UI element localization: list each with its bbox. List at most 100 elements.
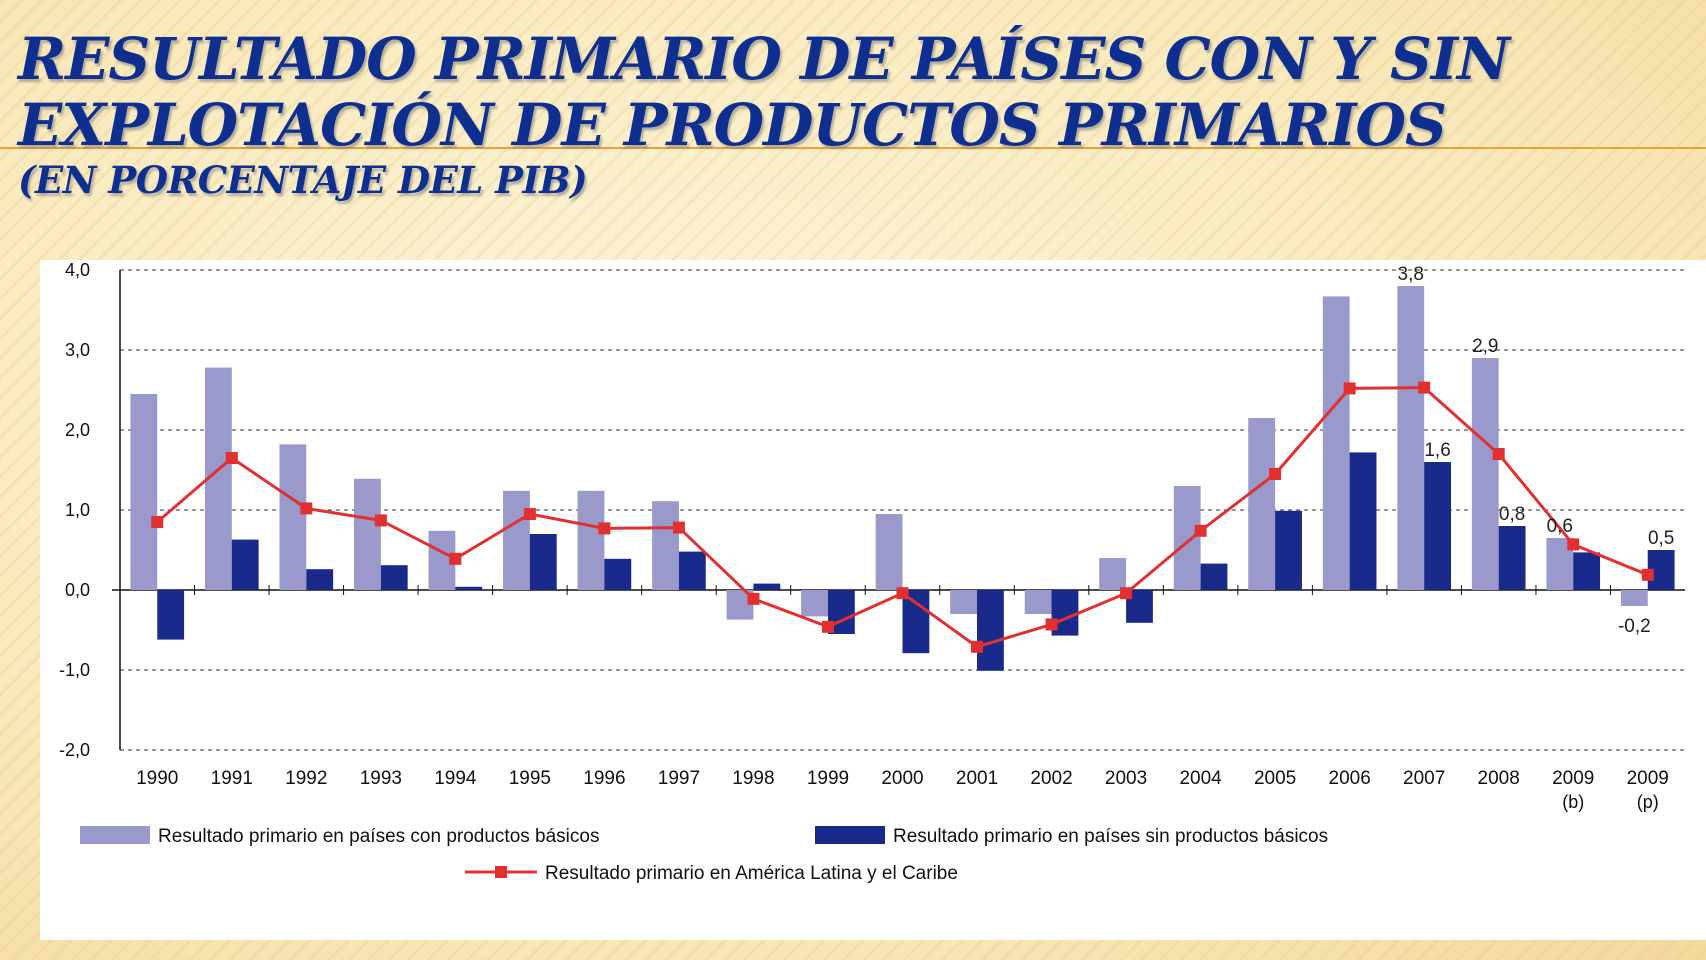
bar-without-commodities	[1349, 452, 1377, 590]
y-tick-label: 2,0	[65, 420, 90, 440]
data-label: 0,8	[1499, 504, 1525, 525]
bar-with-commodities	[577, 490, 605, 590]
x-tick-label: 1993	[360, 768, 402, 789]
bar-with-commodities	[1471, 358, 1499, 590]
bar-with-commodities	[1024, 590, 1052, 614]
data-label: 0,6	[1547, 516, 1573, 537]
data-label: 3,8	[1398, 264, 1424, 285]
data-label: 1,6	[1424, 440, 1450, 461]
legend-swatch-with-commodities	[80, 826, 150, 844]
bar-without-commodities	[977, 590, 1004, 671]
x-tick-label: 2007	[1403, 768, 1445, 789]
line-point-marker	[896, 587, 909, 600]
bar-without-commodities	[529, 534, 557, 590]
bar-without-commodities	[604, 558, 632, 590]
bar-without-commodities	[1424, 462, 1451, 590]
bar-with-commodities	[652, 501, 679, 590]
bar-with-commodities	[950, 590, 978, 614]
x-tick-label: 1999	[807, 768, 849, 789]
data-label: 0,5	[1648, 528, 1674, 549]
x-tick-label: 1998	[732, 768, 774, 789]
line-point-marker	[225, 452, 238, 464]
legend-marker-latin-america	[495, 866, 507, 878]
x-tick-label: 2001	[956, 768, 998, 789]
x-tick-label: 2008	[1478, 768, 1520, 789]
x-tick-label: 2009	[1552, 768, 1594, 789]
x-tick-label: 1995	[509, 768, 551, 789]
bar-with-commodities	[503, 490, 530, 590]
slide-title-line-2: explotación de productos primarios	[18, 91, 1447, 159]
line-point-marker	[1641, 568, 1654, 581]
bar-without-commodities	[1200, 563, 1228, 590]
x-tick-label: 1996	[583, 768, 625, 789]
line-point-marker	[821, 620, 834, 633]
slide-title: Resultado primario de países con y sin e…	[18, 25, 1510, 202]
line-point-marker	[747, 592, 760, 605]
legend-label-without-commodities: Resultado primario en países sin product…	[893, 826, 1328, 847]
line-point-marker	[598, 522, 611, 535]
x-tick-label: 2004	[1179, 768, 1222, 789]
legend-label-with-commodities: Resultado primario en países con product…	[158, 826, 599, 847]
slide-title-line-1: Resultado primario de países con y sin	[18, 25, 1510, 93]
y-tick-label: 4,0	[65, 260, 90, 280]
title-rule	[0, 147, 1706, 149]
x-tick-label: 2000	[881, 768, 923, 789]
y-tick-label: -1,0	[59, 660, 90, 680]
slide-subtitle: (en porcentaje del PIB)	[18, 158, 588, 202]
line-point-marker	[1492, 448, 1505, 460]
bar-with-commodities	[1173, 486, 1201, 590]
data-label: -0,2	[1618, 616, 1651, 637]
line-point-marker	[300, 502, 313, 515]
line-point-marker	[1567, 538, 1580, 551]
bar-with-commodities	[1099, 558, 1127, 590]
bar-with-commodities	[1248, 418, 1276, 590]
y-tick-label: 0,0	[65, 580, 90, 600]
bar-with-commodities	[354, 478, 381, 590]
bar-with-commodities	[1322, 296, 1350, 590]
bar-with-commodities	[279, 444, 307, 590]
line-point-marker	[1045, 618, 1058, 631]
x-tick-label: 1997	[658, 768, 700, 789]
y-tick-label: -2,0	[59, 740, 90, 760]
line-point-marker	[523, 508, 536, 520]
bar-without-commodities	[753, 583, 781, 590]
x-tick-label: 1990	[136, 768, 178, 789]
x-tick-label: 1992	[285, 768, 327, 789]
bar-without-commodities	[1275, 510, 1302, 590]
x-tick-label: 2002	[1030, 768, 1072, 789]
bar-without-commodities	[157, 590, 185, 640]
y-tick-label: 1,0	[65, 500, 90, 520]
x-tick-label: 1994	[434, 768, 477, 789]
y-tick-label: 3,0	[65, 340, 90, 360]
line-point-marker	[1120, 587, 1133, 600]
line-point-marker	[374, 514, 387, 527]
bar-with-commodities	[875, 514, 903, 590]
x-tick-label: 2003	[1105, 768, 1147, 789]
bar-with-commodities	[130, 394, 158, 590]
x-tick-label: 1991	[211, 768, 253, 789]
bar-without-commodities	[380, 565, 408, 590]
line-point-marker	[1418, 381, 1431, 394]
x-tick-sublabel: (p)	[1637, 792, 1659, 812]
x-tick-sublabel: (b)	[1562, 792, 1584, 812]
bar-with-commodities	[1620, 590, 1648, 606]
bar-without-commodities	[1573, 552, 1601, 590]
x-tick-label: 2006	[1329, 768, 1371, 789]
line-point-marker	[672, 521, 685, 534]
bar-without-commodities	[455, 586, 483, 590]
line-point-marker	[1343, 382, 1356, 395]
legend-swatch-without-commodities	[815, 826, 885, 844]
bar-with-commodities	[1397, 286, 1425, 590]
line-point-marker	[151, 516, 164, 528]
line-point-marker	[1194, 524, 1207, 537]
bar-without-commodities	[1498, 526, 1526, 590]
line-point-marker	[971, 640, 984, 653]
data-label: 2,9	[1472, 336, 1498, 357]
line-point-marker	[1269, 468, 1282, 480]
x-tick-label: 2005	[1254, 768, 1296, 789]
bar-without-commodities	[231, 539, 259, 590]
line-point-marker	[449, 552, 462, 565]
bar-without-commodities	[306, 569, 334, 590]
primary-balance-chart: 4,0 3,0 2,0 1,0 0,0 -1,0 -2,0 1990 1991 1992 1993 1…	[59, 260, 1685, 884]
bar-without-commodities	[902, 590, 930, 654]
